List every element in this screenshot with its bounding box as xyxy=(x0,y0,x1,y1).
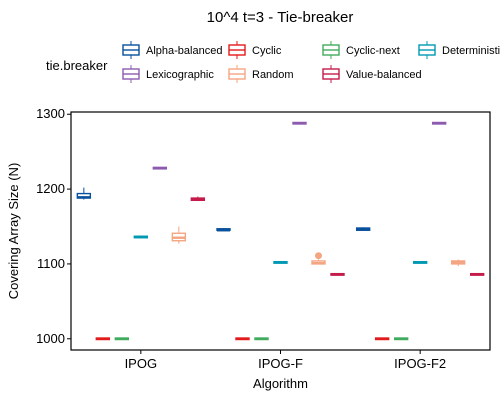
y-tick-label: 1200 xyxy=(36,181,65,196)
legend-title: tie.breaker xyxy=(46,58,108,73)
y-tick-label: 1300 xyxy=(36,106,65,121)
outlier-point xyxy=(315,252,322,260)
plot-panel xyxy=(70,111,491,351)
y-tick-label: 1000 xyxy=(36,331,65,346)
legend-item-cyclic: Cyclic xyxy=(228,41,282,59)
legend: Alpha-balanced Cyclic Cyclic-next Determini… xyxy=(122,41,500,83)
legend-label: Random xyxy=(252,69,294,81)
box-alpha-balanced-ipog-f2 xyxy=(355,227,371,231)
box-deterministic-ipog-f2 xyxy=(412,260,428,264)
box-lexicographic-ipog-f2 xyxy=(431,121,447,125)
box-alpha-balanced-ipog-f xyxy=(216,228,231,232)
x-axis: IPOG IPOG-F IPOG-F2 xyxy=(125,350,446,371)
box-lexicographic-ipog xyxy=(152,166,168,170)
box-random-ipog-f2 xyxy=(450,259,466,267)
legend-label: Lexicographic xyxy=(146,69,214,81)
legend-label: Cyclic-next xyxy=(346,45,400,57)
legend-item-value-balanced: Value-balanced xyxy=(322,65,422,83)
box-value-balanced-ipog xyxy=(190,196,206,202)
box-value-balanced-ipog-f2 xyxy=(469,272,485,276)
box-cyclic-next-ipog-f xyxy=(254,337,269,341)
chart-title: 10^4 t=3 - Tie-breaker xyxy=(207,9,354,26)
box-deterministic-ipog xyxy=(133,235,149,239)
x-tick-label: IPOG-F2 xyxy=(394,356,446,371)
legend-item-random: Random xyxy=(228,65,294,83)
y-axis-label: Covering Array Size (N) xyxy=(6,163,21,300)
box-groups xyxy=(76,121,485,341)
box-deterministic-ipog-f xyxy=(273,260,288,264)
box-cyclic-ipog-f xyxy=(235,337,250,341)
legend-item-cyclic-next: Cyclic-next xyxy=(322,41,400,59)
box-random-ipog xyxy=(171,226,187,244)
y-tick-label: 1100 xyxy=(37,256,65,271)
box-alpha-balanced-ipog xyxy=(76,187,92,200)
y-axis: 1000 1100 1200 1300 xyxy=(36,106,71,346)
legend-label: Cyclic xyxy=(252,45,282,57)
x-tick-label: IPOG xyxy=(125,356,158,371)
x-axis-label: Algorithm xyxy=(253,376,308,391)
box-cyclic-ipog-f2 xyxy=(374,337,390,341)
box-value-balanced-ipog-f xyxy=(330,272,345,276)
legend-item-lexicographic: Lexicographic xyxy=(122,65,214,83)
box-cyclic-ipog xyxy=(95,337,111,341)
legend-label: Alpha-balanced xyxy=(146,45,222,57)
legend-item-alpha-balanced: Alpha-balanced xyxy=(122,41,222,59)
box-random-ipog-f xyxy=(311,252,326,265)
legend-label: Value-balanced xyxy=(346,69,422,81)
box-lexicographic-ipog-f xyxy=(292,121,307,125)
legend-item-deterministic: Deterministic xyxy=(418,41,500,59)
box-cyclic-next-ipog xyxy=(114,337,130,341)
box-cyclic-next-ipog-f2 xyxy=(393,337,409,341)
legend-label: Deterministic xyxy=(442,45,500,57)
x-tick-label: IPOG-F xyxy=(258,356,303,371)
